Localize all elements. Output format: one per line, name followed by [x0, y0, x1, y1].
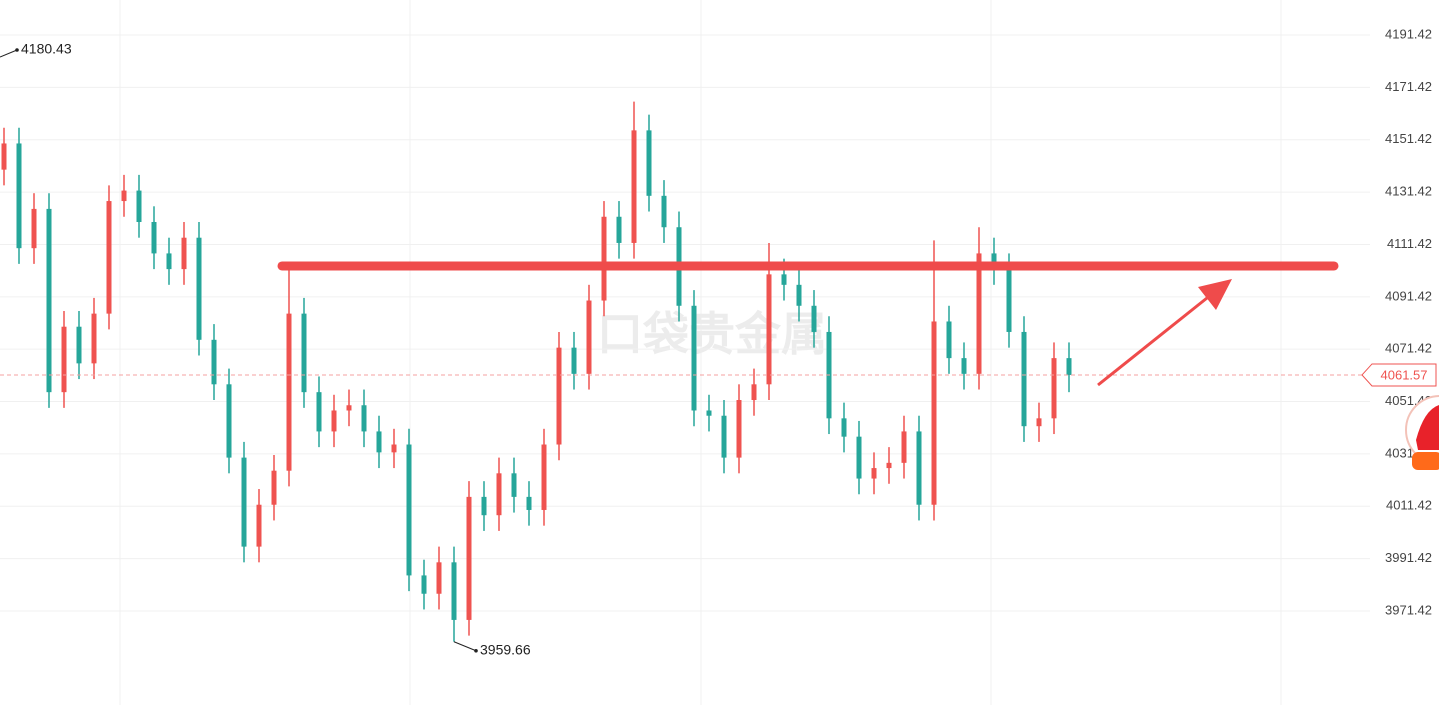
candle-body: [31, 208, 37, 249]
candle-body: [196, 237, 202, 340]
candle-body: [1066, 358, 1072, 375]
last-price-tag: [1361, 363, 1437, 387]
candle-body: [46, 208, 52, 393]
candle-body: [586, 300, 592, 374]
candle-body: [991, 253, 997, 270]
candle-body: [226, 384, 232, 458]
candle-body: [241, 457, 247, 547]
candle-body: [571, 347, 577, 374]
candle-body: [406, 444, 412, 576]
candle-body: [376, 431, 382, 453]
candle-body: [796, 284, 802, 306]
candle-body: [496, 473, 502, 516]
low-marker-line: [453, 641, 477, 652]
candle-body: [961, 358, 967, 374]
candle-body: [556, 347, 562, 445]
y-tick-label: 4171.42: [1385, 79, 1432, 94]
candle-body: [121, 190, 127, 202]
candle-body: [526, 496, 532, 510]
candle-body: [1, 143, 7, 170]
candle-body: [211, 339, 217, 385]
y-tick-label: 4191.42: [1385, 26, 1432, 41]
candle-body: [616, 216, 622, 243]
candle-body: [541, 444, 547, 510]
candle-body: [256, 504, 262, 547]
candle-body: [151, 221, 157, 254]
candle-body: [931, 321, 937, 505]
y-tick-label: 3991.42: [1385, 550, 1432, 565]
candle-body: [766, 274, 772, 385]
y-tick-label: 3971.42: [1385, 602, 1432, 617]
candle-body: [691, 305, 697, 411]
candle-body: [646, 130, 652, 196]
candle-body: [346, 405, 352, 411]
candle-body: [1006, 269, 1012, 332]
candle-body: [61, 326, 67, 393]
widget-badge: [1412, 452, 1439, 470]
candle-body: [946, 321, 952, 359]
candle-body: [841, 418, 847, 437]
high-marker-dot: [15, 48, 19, 52]
candle-body: [736, 400, 742, 458]
candle-body: [706, 410, 712, 416]
candle-body: [871, 468, 877, 479]
high-marker-label: 4180.43: [21, 41, 72, 57]
y-tick-label: 4011.42: [1386, 498, 1432, 513]
candle-body: [331, 410, 337, 432]
arrow-head: [1198, 279, 1232, 310]
candle-body: [1036, 418, 1042, 427]
v-grid: [119, 0, 1282, 705]
candle-body: [751, 384, 757, 401]
candle-body: [511, 473, 517, 497]
low-marker-dot: [474, 648, 478, 653]
candle-body: [316, 392, 322, 432]
candle-body: [361, 405, 367, 432]
candle-body: [481, 496, 487, 516]
candle-body: [136, 190, 142, 222]
candle-body: [436, 562, 442, 594]
candle-body: [466, 496, 472, 620]
candle-body: [721, 415, 727, 458]
candle-body: [901, 431, 907, 463]
candle-body: [421, 575, 427, 594]
candle-body: [886, 462, 892, 469]
candle-body: [16, 143, 22, 249]
low-marker-label: 3959.66: [480, 641, 531, 657]
candle-body: [916, 431, 922, 505]
y-tick-label: 4151.42: [1385, 131, 1432, 146]
y-tick-label: 4091.42: [1385, 288, 1432, 303]
candle-body: [391, 444, 397, 453]
candle-body: [976, 253, 982, 374]
watermark: 口袋贵金属: [597, 308, 827, 360]
high-marker-line: [0, 49, 18, 58]
candle-body: [1021, 331, 1027, 427]
last-price-label: 4061.57: [1381, 367, 1428, 382]
candle-body: [91, 313, 97, 364]
candle-body: [286, 313, 292, 471]
candle-body: [451, 562, 457, 620]
widget-icon: [1416, 405, 1439, 450]
candle-body: [166, 253, 172, 270]
y-tick-label: 4071.42: [1385, 341, 1432, 356]
candle-body: [781, 274, 787, 285]
candle-body: [76, 326, 82, 364]
candle-body: [181, 237, 187, 270]
arrow-shaft: [1097, 292, 1213, 387]
candle-body: [601, 216, 607, 301]
y-tick-label: 4131.42: [1385, 184, 1432, 199]
candle-body: [1051, 358, 1057, 419]
candle-body: [271, 470, 277, 505]
candle-body: [811, 305, 817, 332]
candle-body: [856, 436, 862, 479]
candle-body: [661, 195, 667, 228]
candle-body: [106, 201, 112, 314]
candle-body: [631, 130, 637, 243]
candle-body: [301, 313, 307, 393]
y-tick-label: 4111.42: [1387, 236, 1432, 251]
